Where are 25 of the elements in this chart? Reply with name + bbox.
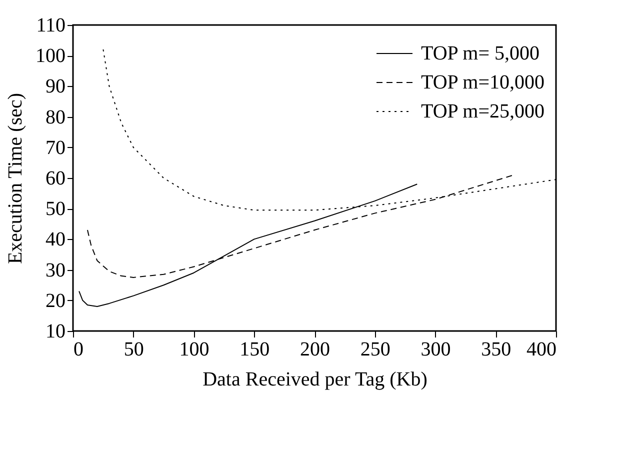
y-axis-title: Execution Time (sec) <box>4 92 26 264</box>
x-tick-label: 50 <box>124 338 144 360</box>
y-tick-label: 110 <box>36 14 66 36</box>
y-tick-label: 10 <box>46 320 66 342</box>
y-tick-label: 40 <box>46 228 66 251</box>
y-tick-label: 20 <box>46 290 66 312</box>
x-tick-label: 400 <box>526 338 556 360</box>
y-tick-label: 80 <box>46 106 66 128</box>
y-tick-label: 30 <box>46 259 66 282</box>
y-tick-label: 70 <box>46 136 66 159</box>
x-tick-label: 150 <box>240 338 270 360</box>
legend-label: TOP m= 5,000 <box>421 42 540 64</box>
x-tick-label: 200 <box>300 338 330 360</box>
legend-label: TOP m=10,000 <box>421 72 545 94</box>
x-tick-label: 350 <box>481 338 512 360</box>
x-tick-label: 0 <box>74 338 84 360</box>
x-tick-label: 300 <box>420 338 451 360</box>
y-tick-label: 90 <box>46 76 66 98</box>
legend-label: TOP m=25,000 <box>421 100 545 122</box>
x-axis-title: Data Received per Tag (Kb) <box>202 368 428 390</box>
x-tick-label: 250 <box>360 338 390 360</box>
y-tick-label: 60 <box>46 168 66 190</box>
y-tick-label: 50 <box>46 198 66 220</box>
x-tick-label: 100 <box>179 338 210 360</box>
y-tick-label: 100 <box>36 45 66 68</box>
